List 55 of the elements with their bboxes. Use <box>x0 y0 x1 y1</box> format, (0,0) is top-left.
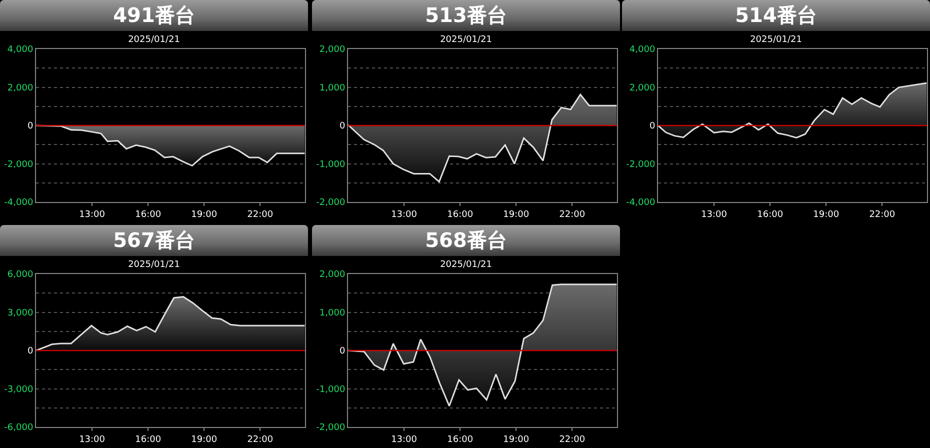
x-tick-label: 16:00 <box>447 210 474 220</box>
chart-subtitle: 2025/01/21 <box>128 35 180 46</box>
chart-title: 491番台 <box>0 0 308 31</box>
y-tick-label: 4,000 <box>629 45 656 56</box>
y-tick-label: 3,000 <box>7 308 34 318</box>
x-tick-label: 19:00 <box>191 210 218 220</box>
y-tick-label: 0 <box>27 122 34 132</box>
y-tick-label: -4,000 <box>4 198 34 208</box>
y-tick-label: 2,000 <box>319 45 346 56</box>
x-tick-label: 19:00 <box>503 434 530 445</box>
y-tick-label: 1,000 <box>319 83 346 94</box>
y-tick-label: 0 <box>339 122 346 132</box>
x-tick-label: 22:00 <box>559 434 586 445</box>
y-tick-label: -3,000 <box>4 384 34 395</box>
y-tick-label: 1,000 <box>319 308 346 318</box>
x-tick-label: 22:00 <box>247 210 274 220</box>
x-tick-label: 16:00 <box>447 434 474 445</box>
y-tick-label: -2,000 <box>316 423 346 434</box>
chart-subtitle: 2025/01/21 <box>128 260 180 270</box>
x-tick-label: 13:00 <box>701 210 728 220</box>
y-tick-label: 2,000 <box>629 83 656 94</box>
chart-subtitle: 2025/01/21 <box>440 35 492 46</box>
chart-title: 513番台 <box>312 0 620 31</box>
y-tick-label: 0 <box>339 346 346 357</box>
y-tick-label: 2,000 <box>7 83 34 94</box>
y-tick-label: -1,000 <box>316 160 346 170</box>
x-tick-label: 13:00 <box>79 434 106 445</box>
y-tick-label: 4,000 <box>7 45 34 56</box>
y-tick-label: -6,000 <box>4 423 34 434</box>
x-tick-label: 22:00 <box>247 434 274 445</box>
x-tick-label: 19:00 <box>503 210 530 220</box>
y-tick-label: -2,000 <box>316 198 346 208</box>
x-tick-label: 16:00 <box>135 434 162 445</box>
y-tick-label: -2,000 <box>4 160 34 170</box>
y-tick-label: 6,000 <box>7 270 34 280</box>
chart-title: 514番台 <box>622 0 930 31</box>
chart-title: 568番台 <box>312 225 620 256</box>
x-tick-label: 16:00 <box>757 210 784 220</box>
x-tick-label: 19:00 <box>813 210 840 220</box>
y-tick-label: 0 <box>27 346 34 357</box>
chart-title: 567番台 <box>0 225 308 256</box>
x-tick-label: 13:00 <box>391 210 418 220</box>
x-tick-label: 13:00 <box>79 210 106 220</box>
y-tick-label: -4,000 <box>626 198 656 208</box>
chart-subtitle: 2025/01/21 <box>750 35 802 46</box>
x-tick-label: 13:00 <box>391 434 418 445</box>
y-tick-label: -2,000 <box>626 160 656 170</box>
y-tick-label: 2,000 <box>319 270 346 280</box>
x-tick-label: 22:00 <box>559 210 586 220</box>
x-tick-label: 22:00 <box>869 210 896 220</box>
x-tick-label: 19:00 <box>191 434 218 445</box>
y-tick-label: -1,000 <box>316 384 346 395</box>
chart-subtitle: 2025/01/21 <box>440 260 492 270</box>
x-tick-label: 16:00 <box>135 210 162 220</box>
y-tick-label: 0 <box>649 122 656 132</box>
